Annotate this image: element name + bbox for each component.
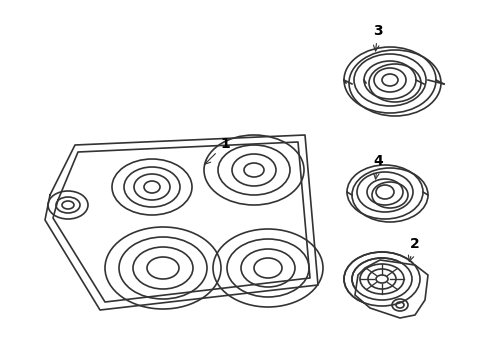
Text: 1: 1 — [204, 137, 229, 164]
Text: 4: 4 — [372, 154, 382, 179]
Polygon shape — [354, 260, 427, 318]
Text: 2: 2 — [407, 237, 419, 261]
Text: 3: 3 — [372, 24, 382, 51]
